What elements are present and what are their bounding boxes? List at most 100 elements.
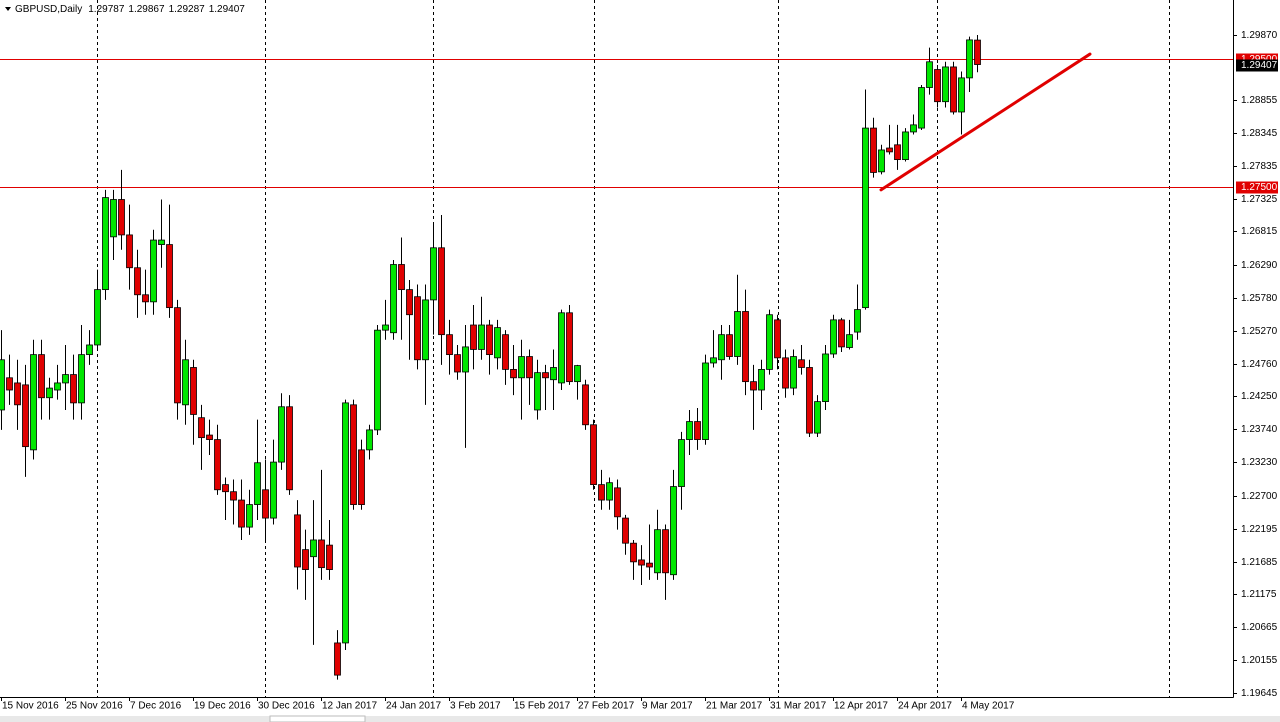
candle-body bbox=[374, 329, 381, 431]
candle-body bbox=[342, 402, 349, 644]
candle-body bbox=[70, 374, 77, 404]
candle-body bbox=[878, 149, 885, 173]
candle-body bbox=[694, 421, 701, 440]
candle-body bbox=[366, 429, 373, 451]
candle-body bbox=[582, 384, 589, 426]
x-tick-label: 12 Jan 2017 bbox=[322, 701, 377, 712]
x-tick-label: 19 Dec 2016 bbox=[194, 701, 251, 712]
chart-header: GBPUSD,Daily 1.29787 1.29867 1.29287 1.29407 bbox=[15, 4, 245, 15]
candle-body bbox=[494, 327, 501, 359]
price-box bbox=[1236, 59, 1278, 72]
candle-body bbox=[910, 124, 917, 133]
candle-body bbox=[510, 369, 517, 379]
candle-body bbox=[902, 131, 909, 161]
candle-body bbox=[630, 542, 637, 563]
candle-body bbox=[478, 324, 485, 350]
candle-body bbox=[446, 334, 453, 356]
candle-body bbox=[654, 529, 661, 574]
candle-body bbox=[846, 334, 853, 348]
candle-body bbox=[966, 39, 973, 79]
candle-body bbox=[462, 346, 469, 373]
menu-icon bbox=[5, 7, 11, 11]
candle-body bbox=[166, 244, 173, 309]
y-tick-label: 1.26290 bbox=[1241, 260, 1278, 271]
candle-body bbox=[126, 234, 133, 269]
candle-body bbox=[142, 294, 149, 303]
candle-body bbox=[326, 544, 333, 570]
y-tick-label: 1.24760 bbox=[1241, 359, 1278, 370]
x-tick-label: 27 Feb 2017 bbox=[578, 701, 635, 712]
candle-body bbox=[814, 401, 821, 434]
candle-body bbox=[158, 239, 165, 245]
candle-body bbox=[174, 307, 181, 404]
header-open: 1.29787 bbox=[88, 4, 125, 15]
candle-body bbox=[182, 359, 189, 406]
candle-body bbox=[638, 559, 645, 566]
candle-body bbox=[78, 354, 85, 404]
candle-body bbox=[726, 334, 733, 357]
x-tick-label: 7 Dec 2016 bbox=[130, 701, 182, 712]
candle-body bbox=[862, 127, 869, 309]
candle-body bbox=[502, 334, 509, 370]
candle-body bbox=[798, 359, 805, 368]
y-tick-label: 1.21175 bbox=[1241, 589, 1277, 600]
trendline bbox=[879, 52, 1092, 192]
x-tick-label: 25 Nov 2016 bbox=[66, 701, 123, 712]
candle-body bbox=[790, 356, 797, 389]
tab-bar bbox=[0, 716, 1280, 722]
x-tick-label: 9 Mar 2017 bbox=[642, 701, 693, 712]
candle-body bbox=[238, 499, 245, 528]
y-tick-label: 1.25780 bbox=[1241, 293, 1278, 304]
candle-body bbox=[574, 365, 581, 383]
y-tick-label: 1.28855 bbox=[1241, 95, 1278, 106]
candle-body bbox=[758, 369, 765, 391]
y-tick-label: 1.20665 bbox=[1241, 622, 1278, 633]
candle-body bbox=[558, 312, 565, 384]
candle-body bbox=[974, 39, 981, 65]
candle-body bbox=[54, 382, 61, 391]
candle-body bbox=[894, 144, 901, 161]
y-tick-label: 1.24250 bbox=[1241, 391, 1278, 402]
candle-body bbox=[38, 354, 45, 399]
candle-body bbox=[958, 77, 965, 113]
x-tick-label: 21 Mar 2017 bbox=[706, 701, 763, 712]
x-tick-label: 30 Dec 2016 bbox=[258, 701, 315, 712]
candle-body bbox=[110, 199, 117, 238]
y-tick-label: 1.27835 bbox=[1241, 161, 1278, 172]
candle-body bbox=[454, 354, 461, 373]
y-tick-label: 1.21685 bbox=[1241, 557, 1278, 568]
candle-body bbox=[390, 264, 397, 334]
candle-body bbox=[334, 642, 341, 676]
header-low: 1.29287 bbox=[169, 4, 206, 15]
candle-body bbox=[550, 367, 557, 381]
candle-body bbox=[718, 334, 725, 361]
x-tick-label: 15 Nov 2016 bbox=[2, 701, 59, 712]
candle-body bbox=[6, 377, 13, 391]
candle-body bbox=[662, 529, 669, 574]
y-tick-label: 1.26815 bbox=[1241, 226, 1278, 237]
hline-label: 1.27500 bbox=[1241, 182, 1278, 193]
candle-body bbox=[734, 311, 741, 357]
candle-body bbox=[246, 504, 253, 528]
y-tick-label: 1.23740 bbox=[1241, 424, 1278, 435]
candle-body bbox=[854, 309, 861, 333]
candle-body bbox=[406, 289, 413, 316]
candle-body bbox=[46, 387, 53, 399]
candle-body bbox=[822, 353, 829, 402]
candle-body bbox=[382, 324, 389, 331]
candle-body bbox=[886, 147, 893, 153]
candle-body bbox=[782, 357, 789, 389]
candles bbox=[0, 34, 981, 680]
candle-body bbox=[934, 69, 941, 103]
candle-body bbox=[566, 312, 573, 383]
current-price: 1.29407 bbox=[1241, 60, 1278, 71]
candle-body bbox=[870, 127, 877, 173]
symbol: GBPUSD,Daily bbox=[15, 4, 82, 15]
candle-body bbox=[262, 489, 269, 519]
candle-body bbox=[598, 484, 605, 501]
candle-body bbox=[302, 549, 309, 570]
candle-body bbox=[942, 66, 949, 103]
candle-body bbox=[294, 514, 301, 568]
candle-body bbox=[438, 247, 445, 336]
candle-body bbox=[94, 289, 101, 346]
